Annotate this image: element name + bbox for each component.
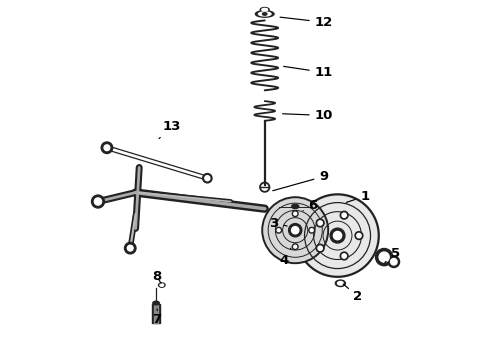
Ellipse shape (292, 204, 299, 208)
Circle shape (340, 211, 348, 219)
Circle shape (391, 258, 397, 265)
Ellipse shape (153, 301, 159, 305)
Ellipse shape (260, 8, 269, 12)
Text: 9: 9 (273, 170, 328, 191)
Ellipse shape (258, 12, 271, 16)
Text: 11: 11 (284, 66, 333, 79)
Circle shape (316, 244, 324, 252)
Circle shape (101, 142, 113, 153)
Text: 4: 4 (279, 248, 291, 267)
Circle shape (289, 224, 302, 237)
Circle shape (316, 219, 324, 227)
Circle shape (296, 194, 379, 277)
Circle shape (379, 252, 389, 262)
Circle shape (388, 256, 399, 267)
Text: 1: 1 (346, 190, 369, 203)
Circle shape (309, 227, 315, 233)
Circle shape (342, 254, 346, 258)
Circle shape (203, 174, 212, 183)
Ellipse shape (159, 283, 165, 287)
Circle shape (340, 252, 348, 260)
Circle shape (294, 245, 296, 248)
Circle shape (318, 246, 322, 250)
Circle shape (342, 213, 346, 217)
Ellipse shape (262, 8, 268, 11)
Text: 12: 12 (280, 16, 333, 29)
Text: 2: 2 (343, 284, 363, 303)
Text: 8: 8 (152, 270, 162, 283)
Ellipse shape (335, 280, 345, 287)
Circle shape (293, 244, 298, 249)
Circle shape (294, 212, 296, 215)
Circle shape (330, 228, 345, 243)
Ellipse shape (160, 284, 164, 286)
Text: 5: 5 (385, 247, 400, 262)
Circle shape (124, 242, 136, 254)
Circle shape (127, 245, 133, 251)
Circle shape (318, 221, 322, 225)
Text: 7: 7 (152, 309, 162, 327)
Text: 3: 3 (269, 216, 287, 230)
Ellipse shape (338, 282, 343, 285)
Ellipse shape (263, 13, 267, 15)
Bar (154, 305, 158, 323)
Text: 10: 10 (283, 109, 333, 122)
Circle shape (333, 231, 342, 240)
Circle shape (276, 227, 282, 233)
Bar (152, 304, 160, 323)
Circle shape (277, 229, 280, 231)
Circle shape (92, 195, 104, 208)
Text: 13: 13 (159, 120, 181, 139)
Circle shape (293, 211, 298, 217)
Circle shape (104, 145, 110, 150)
Circle shape (95, 198, 101, 205)
Ellipse shape (255, 11, 274, 17)
Circle shape (357, 233, 361, 238)
Circle shape (375, 248, 393, 266)
Circle shape (292, 226, 299, 234)
Circle shape (205, 176, 210, 181)
Circle shape (355, 231, 363, 239)
Circle shape (310, 229, 313, 231)
Circle shape (262, 197, 328, 263)
Text: 6: 6 (303, 199, 318, 212)
